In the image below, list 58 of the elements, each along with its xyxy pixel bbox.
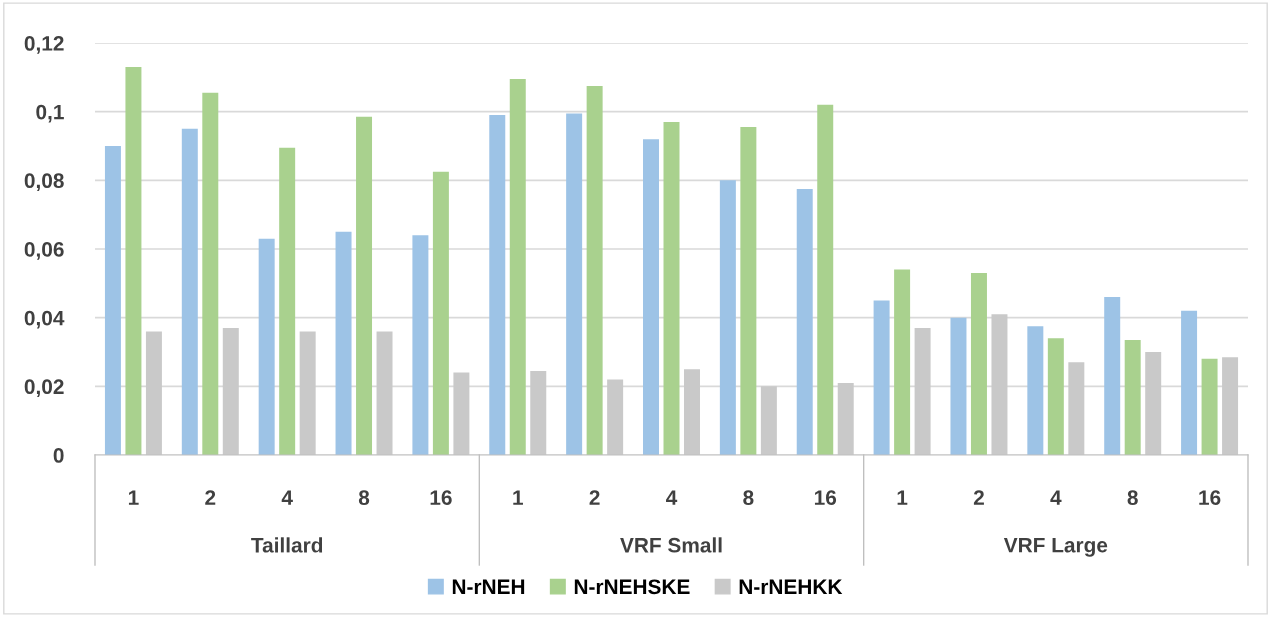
x-tick-label: 1 bbox=[513, 490, 523, 505]
bar bbox=[202, 92, 219, 455]
bar bbox=[104, 146, 121, 455]
y-tick-label: 0,1 bbox=[36, 104, 64, 123]
x-tick-label: 16 bbox=[430, 490, 452, 506]
bar bbox=[894, 269, 911, 455]
x-tick-label: 1 bbox=[128, 490, 139, 505]
bar bbox=[258, 238, 275, 455]
x-tick-label: 16 bbox=[814, 490, 837, 506]
x-tick-label: 2 bbox=[205, 490, 216, 505]
bar bbox=[873, 300, 890, 455]
bar bbox=[335, 231, 352, 455]
bar bbox=[663, 121, 680, 455]
bar bbox=[586, 85, 603, 455]
bar bbox=[279, 147, 296, 455]
legend-label: N-rNEHKK bbox=[739, 579, 843, 594]
x-tick-label: 4 bbox=[666, 490, 678, 505]
x-tick-label: 4 bbox=[281, 490, 293, 505]
bar bbox=[125, 67, 142, 455]
bar bbox=[1181, 310, 1198, 455]
bar bbox=[181, 128, 198, 455]
text: VRF Small bbox=[620, 537, 722, 553]
x-tick-label: 16 bbox=[1199, 490, 1221, 506]
x-tick-label: 8 bbox=[1127, 490, 1138, 506]
y-tick-label: 0,06 bbox=[24, 242, 64, 260]
bar bbox=[412, 235, 429, 455]
bar bbox=[950, 317, 967, 455]
x-tick-label: 1 bbox=[897, 490, 908, 505]
text: Taillard bbox=[251, 537, 323, 553]
y-tick-label: 0 bbox=[53, 448, 64, 463]
bar bbox=[1124, 339, 1141, 455]
bar bbox=[719, 180, 736, 455]
y-tick-label: 0,08 bbox=[24, 173, 64, 192]
bar bbox=[817, 104, 834, 455]
legend-label: N-rNEHSKE bbox=[574, 579, 690, 595]
x-tick-label: 8 bbox=[358, 490, 370, 506]
bar bbox=[1104, 297, 1121, 455]
y-tick-label: 0,02 bbox=[24, 379, 64, 398]
bar bbox=[509, 79, 526, 455]
bar bbox=[643, 139, 659, 455]
bar bbox=[970, 273, 987, 455]
x-tick-label: 8 bbox=[743, 490, 754, 506]
bar bbox=[489, 115, 506, 455]
bar bbox=[566, 113, 583, 455]
bar bbox=[1027, 326, 1044, 455]
bar bbox=[1047, 338, 1064, 455]
bar bbox=[432, 171, 449, 455]
y-tick-label: 0,12 bbox=[24, 36, 64, 54]
x-tick-label: 2 bbox=[589, 490, 600, 505]
bar bbox=[796, 188, 813, 455]
x-tick-label: 2 bbox=[973, 490, 984, 505]
bar bbox=[740, 127, 757, 455]
bar bbox=[356, 116, 373, 455]
y-tick-label: 0,04 bbox=[24, 310, 65, 329]
text: VRF Large bbox=[1003, 537, 1108, 557]
x-tick-label: 4 bbox=[1050, 490, 1062, 505]
bar bbox=[1201, 358, 1218, 455]
legend-label: N-rNEH bbox=[452, 579, 525, 594]
